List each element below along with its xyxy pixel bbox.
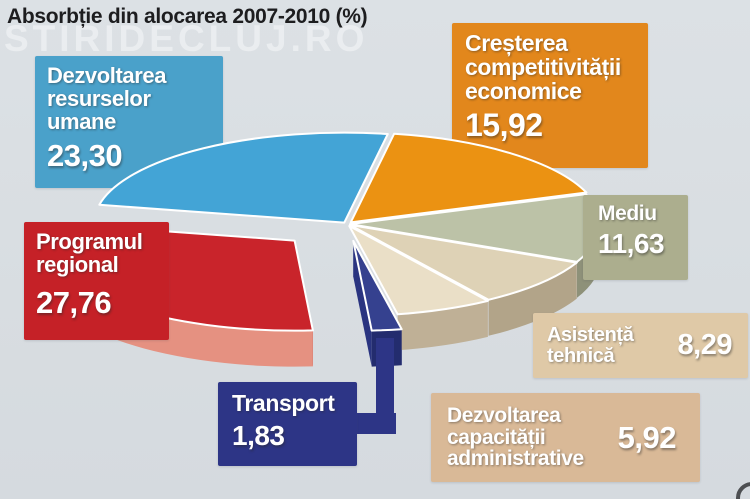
callout-value: 11,63 <box>598 227 665 259</box>
callout-label: Dezvoltarea resurselor umane <box>47 63 167 134</box>
callout-value: 27,76 <box>36 284 112 320</box>
transport-connector-horizontal <box>352 413 396 434</box>
callout-label: Dezvoltarea capacității administrative <box>447 403 584 471</box>
callout-asistenta-tehnica: Asistență tehnică 8,29 <box>533 313 748 378</box>
callout-programul-regional: Programul regional 27,76 <box>24 222 169 340</box>
callout-label: Transport <box>232 390 335 416</box>
callout-label: Creșterea competitivității economice <box>465 30 621 104</box>
transport-connector-vertical <box>376 338 394 434</box>
callout-value: 23,30 <box>47 137 123 173</box>
callout-label: Asistență tehnică <box>547 323 634 367</box>
callout-value: 15,92 <box>465 106 543 143</box>
callout-dezvoltarea-resurselor-umane: Dezvoltarea resurselor umane 23,30 <box>35 56 223 188</box>
chart-title: Absorbție din alocarea 2007-2010 (%) <box>7 5 368 28</box>
callout-value: 1,83 <box>232 419 285 451</box>
callout-label: Mediu <box>598 202 657 225</box>
callout-transport: Transport 1,83 <box>218 382 357 466</box>
callout-dezvoltarea-capacitatii-administrative: Dezvoltarea capacității administrative 5… <box>431 393 700 482</box>
corner-mark <box>736 482 750 499</box>
callout-label: Programul regional <box>36 229 143 277</box>
callout-mediu: Mediu 11,63 <box>583 195 688 280</box>
watermark: STIRIDECLUJ.RO <box>4 18 369 59</box>
callout-value: 5,92 <box>617 419 677 455</box>
callout-cresterea-competitivitatii: Creșterea competitivității economice 15,… <box>452 23 648 168</box>
callout-value: 8,29 <box>677 329 733 361</box>
